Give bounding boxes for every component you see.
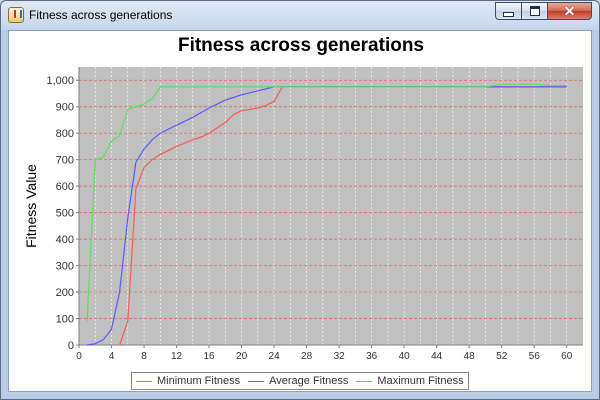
close-icon: ✕ (563, 3, 576, 19)
y-tick-label: 0 (68, 340, 74, 352)
x-tick-label: 12 (171, 351, 183, 362)
chart-panel: Fitness across generations 0 4 8 12 16 20 24 28… (8, 30, 592, 392)
legend-swatch (248, 380, 265, 382)
legend-label: Minimum Fitness (157, 375, 241, 387)
y-tick-label: 100 (56, 314, 74, 326)
title-bar[interactable]: Fitness across generations ✕ (1, 1, 599, 29)
y-axis-label: Fitness Value (23, 164, 39, 248)
y-tick-label: 700 (56, 155, 74, 167)
close-button[interactable]: ✕ (547, 2, 592, 20)
window-title: Fitness across generations (29, 8, 173, 22)
legend-label: Maximum Fitness (377, 375, 464, 387)
y-tick-label: 800 (56, 128, 74, 140)
chart-title: Fitness across generations (177, 35, 425, 56)
x-tick-label: 44 (431, 351, 443, 362)
x-tick-label: 36 (366, 351, 378, 362)
x-tick-label: 20 (236, 351, 248, 362)
x-tick-label: 40 (399, 351, 411, 362)
y-tick-label: 200 (56, 287, 74, 299)
x-tick-label: 48 (464, 351, 476, 362)
series-line (86, 83, 567, 322)
java-app-icon[interactable] (8, 7, 24, 23)
chart-legend: Minimum Fitness Average Fitness Maximum Fi… (131, 372, 469, 390)
minimize-icon (503, 11, 514, 17)
legend-item: Maximum Fitness (356, 375, 464, 387)
x-tick-label: 16 (204, 351, 216, 362)
x-tick-label: 8 (141, 351, 147, 362)
x-tick-label: 0 (76, 351, 82, 362)
y-tick-label: 400 (56, 234, 74, 246)
y-tick-label: 600 (56, 181, 74, 193)
y-tick-label: 300 (56, 261, 74, 273)
y-tick-label: 900 (56, 102, 74, 114)
plot-area (79, 67, 583, 345)
legend-label: Average Fitness (269, 375, 349, 387)
y-tick-label: 1,000 (46, 75, 74, 87)
x-tick-label: 56 (529, 351, 541, 362)
legend-item: Average Fitness (248, 375, 348, 387)
legend-swatch (356, 380, 373, 382)
legend-swatch (136, 380, 152, 382)
line-chart: 0 4 8 12 16 20 24 28 32 36 40 44 48 52 56 6001002003004… (23, 67, 583, 362)
x-tick-label: 4 (109, 351, 115, 362)
minimize-button[interactable] (495, 2, 521, 20)
x-tick-label: 52 (496, 351, 508, 362)
maximize-button[interactable] (521, 2, 547, 20)
legend-item: Minimum Fitness (136, 375, 240, 387)
y-tick-label: 500 (56, 208, 74, 220)
x-tick-label: 24 (269, 351, 281, 362)
x-tick-label: 32 (334, 351, 346, 362)
x-tick-label: 28 (301, 351, 313, 362)
x-tick-label: 60 (561, 351, 573, 362)
maximize-icon (529, 6, 540, 16)
